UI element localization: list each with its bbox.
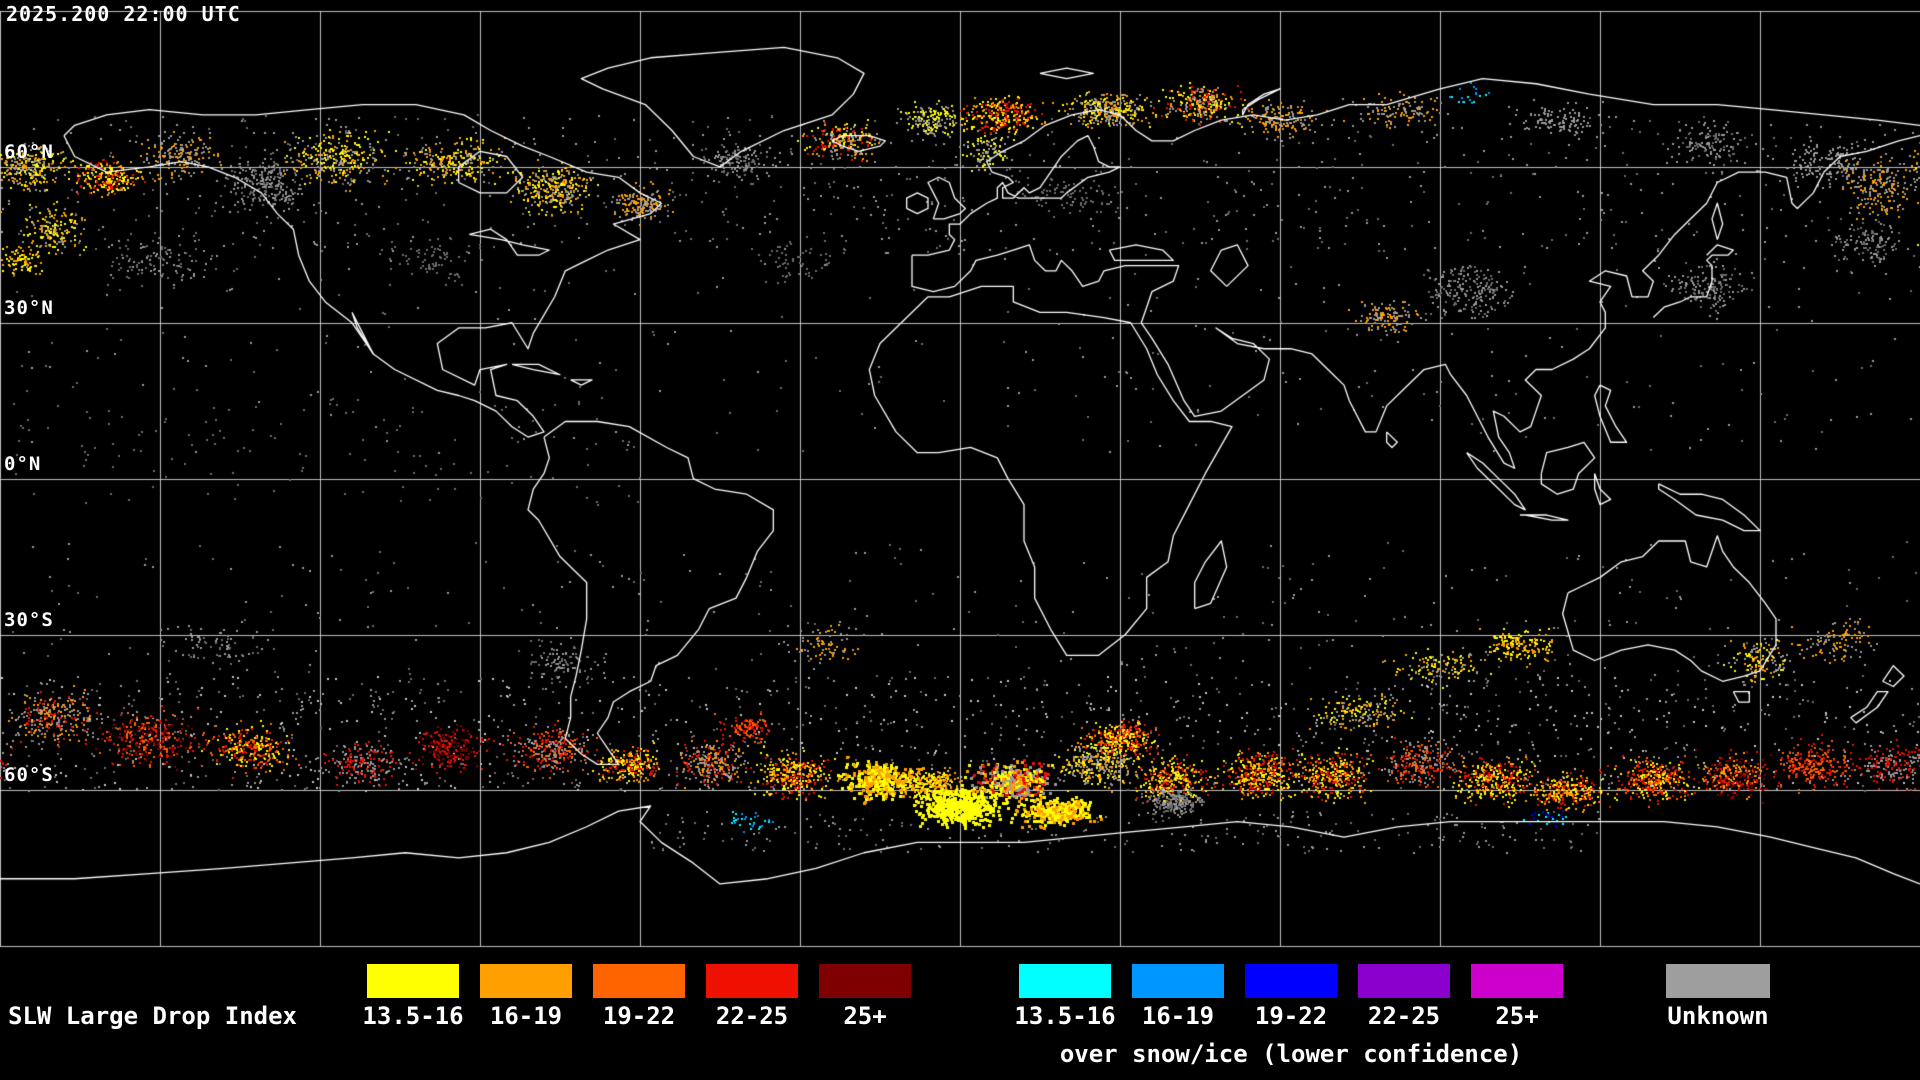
legend-unknown-label: Unknown xyxy=(1667,1002,1769,1030)
timestamp-label: 2025.200 22:00 UTC xyxy=(6,2,241,26)
legend-swatch-snow-4 xyxy=(1471,964,1563,998)
legend-range-label-snow-4: 25+ xyxy=(1495,1002,1539,1030)
legend-range-label-snow-1: 16-19 xyxy=(1141,1002,1215,1030)
legend-range-label-normal-4: 25+ xyxy=(843,1002,887,1030)
latitude-label-60S: 60°S xyxy=(4,764,54,787)
legend-swatch-normal-2 xyxy=(593,964,685,998)
legend-range-label-snow-2: 19-22 xyxy=(1254,1002,1328,1030)
legend-swatch-snow-0 xyxy=(1019,964,1111,998)
legend-swatch-normal-0 xyxy=(367,964,459,998)
latitude-label-30N: 30°N xyxy=(4,296,54,319)
legend-swatch-normal-4 xyxy=(819,964,911,998)
legend-swatch-normal-1 xyxy=(480,964,572,998)
latitude-label-60N: 60°N xyxy=(4,140,54,163)
legend-swatch-unknown xyxy=(1666,964,1770,998)
legend-swatch-snow-2 xyxy=(1245,964,1337,998)
legend-swatch-normal-3 xyxy=(706,964,798,998)
legend-swatch-snow-3 xyxy=(1358,964,1450,998)
latitude-label-0N: 0°N xyxy=(4,452,42,475)
legend-range-label-normal-3: 22-25 xyxy=(715,1002,789,1030)
legend-range-label-normal-0: 13.5-16 xyxy=(362,1002,464,1030)
latitude-label-30S: 30°S xyxy=(4,608,54,631)
legend-swatch-snow-1 xyxy=(1132,964,1224,998)
legend-snow-caption: over snow/ice (lower confidence) xyxy=(1059,1040,1523,1068)
legend-range-label-normal-1: 16-19 xyxy=(489,1002,563,1030)
legend-range-label-snow-3: 22-25 xyxy=(1367,1002,1441,1030)
legend-range-label-normal-2: 19-22 xyxy=(602,1002,676,1030)
legend-title: SLW Large Drop Index xyxy=(8,1002,297,1030)
legend-range-label-snow-0: 13.5-16 xyxy=(1014,1002,1116,1030)
